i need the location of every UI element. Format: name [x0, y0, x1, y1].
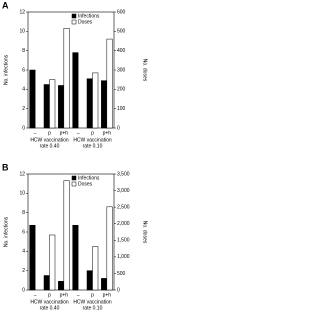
x-tick-label: –: [77, 130, 80, 136]
panel-label: A: [2, 0, 9, 10]
x-tick-label: p: [48, 130, 51, 136]
legend-label: Doses: [78, 181, 93, 187]
legend-swatch: [71, 19, 77, 25]
bar: [49, 234, 56, 291]
x-tick-label: p+h: [103, 292, 112, 298]
group-label: rate 0.40: [40, 143, 60, 149]
legend-label: Infections: [78, 175, 100, 181]
group-label: rate 0.10: [83, 143, 103, 149]
bar: [29, 224, 36, 291]
legend-swatch: [71, 181, 77, 187]
legend-label: Doses: [78, 19, 93, 25]
y2-tick-label: 0: [117, 287, 120, 293]
bar: [86, 78, 93, 129]
y2-tick-label: 0: [117, 125, 120, 131]
bar: [63, 180, 70, 291]
bar: [101, 80, 108, 129]
y2-tick-label: 1,500: [117, 238, 130, 244]
y2-tick-label: 3,000: [117, 188, 130, 194]
bar: [106, 206, 113, 291]
bar: [72, 52, 79, 129]
group-label: HCW vaccination: [73, 137, 112, 143]
y-tick-label: 8: [22, 48, 25, 54]
bar: [43, 275, 50, 291]
y2-tick-label: 2,500: [117, 204, 130, 210]
legend-swatch: [71, 13, 77, 19]
y2-tick-label: 3,500: [117, 171, 130, 177]
y2-tick-label: 300: [117, 67, 126, 73]
y-tick-label: 12: [19, 9, 25, 15]
group-label: HCW vaccination: [73, 299, 112, 305]
bar: [58, 281, 65, 291]
y2-axis-label: No. doses: [142, 59, 148, 82]
y-tick-label: 0: [22, 125, 25, 131]
bar: [29, 69, 36, 129]
x-tick-label: p+h: [60, 292, 69, 298]
y-tick-label: 4: [22, 87, 25, 93]
panel-label: B: [2, 162, 9, 172]
y-tick-label: 8: [22, 210, 25, 216]
y2-tick-label: 500: [117, 29, 126, 35]
bar: [63, 28, 70, 129]
bar: [49, 79, 56, 129]
x-tick-label: –: [34, 292, 37, 298]
group-label: HCW vaccination: [30, 299, 69, 305]
bar: [92, 72, 99, 129]
x-tick-label: –: [34, 130, 37, 136]
y-tick-label: 6: [22, 67, 25, 73]
y-axis-label: No. infections: [3, 216, 9, 247]
bar: [72, 224, 79, 291]
y-tick-label: 10: [19, 29, 25, 35]
x-tick-label: p: [91, 292, 94, 298]
y-tick-label: 10: [19, 191, 25, 197]
plot-frame: [27, 173, 115, 291]
bar: [106, 38, 113, 129]
y2-tick-label: 2,000: [117, 221, 130, 227]
legend-label: Infections: [78, 13, 100, 19]
y-tick-label: 6: [22, 229, 25, 235]
y-tick-label: 2: [22, 106, 25, 112]
bar: [58, 85, 65, 129]
y-tick-label: 12: [19, 171, 25, 177]
y2-tick-label: 500: [117, 271, 126, 277]
y-tick-label: 2: [22, 268, 25, 274]
y-tick-label: 0: [22, 287, 25, 293]
y2-axis-label: No. doses: [142, 221, 148, 244]
y-axis-label: No. infections: [3, 54, 9, 85]
group-label: rate 0.40: [40, 305, 60, 311]
group-label: HCW vaccination: [30, 137, 69, 143]
group-label: rate 0.10: [83, 305, 103, 311]
y2-tick-label: 600: [117, 9, 126, 15]
x-tick-label: p: [48, 292, 51, 298]
y2-tick-label: 1,000: [117, 254, 130, 260]
bar: [101, 278, 108, 291]
y2-tick-label: 200: [117, 87, 126, 93]
legend-swatch: [71, 175, 77, 181]
bar: [92, 246, 99, 291]
bar: [43, 84, 50, 129]
y2-tick-label: 400: [117, 48, 126, 54]
x-tick-label: p+h: [103, 130, 112, 136]
x-tick-label: –: [77, 292, 80, 298]
y-tick-label: 4: [22, 249, 25, 255]
bar: [86, 270, 93, 291]
y2-tick-label: 100: [117, 106, 126, 112]
x-tick-label: p+h: [60, 130, 69, 136]
x-tick-label: p: [91, 130, 94, 136]
